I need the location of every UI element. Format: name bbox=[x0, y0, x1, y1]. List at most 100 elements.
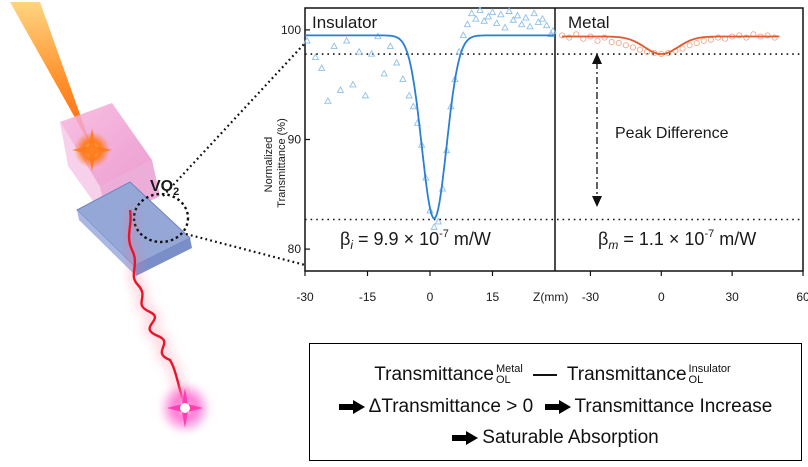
data-point bbox=[714, 34, 722, 41]
data-point bbox=[601, 34, 608, 41]
beta-insulator: βi = 9.9 × 10-7 m/W bbox=[340, 228, 491, 252]
data-point bbox=[380, 69, 388, 77]
data-point bbox=[594, 37, 601, 44]
data-point bbox=[434, 217, 443, 225]
data-point bbox=[615, 40, 622, 47]
x-tick-label: -30 bbox=[582, 290, 600, 304]
y-axis-label-line-1: Normalized bbox=[263, 137, 275, 193]
insulator-subscript: OL bbox=[688, 374, 704, 386]
data-point bbox=[771, 34, 778, 41]
panel-metal: Metal Peak Difference βm = 1.1 × 10-7 m/… bbox=[559, 13, 780, 252]
x-tick-label: 0 bbox=[427, 290, 434, 304]
data-point bbox=[399, 75, 407, 82]
data-point bbox=[693, 40, 700, 47]
formula-box: Transmittance Metal OL Transmittance Insulat… bbox=[309, 343, 802, 461]
data-point bbox=[513, 11, 522, 19]
data-point bbox=[559, 32, 566, 39]
reference-lines bbox=[305, 53, 803, 221]
y-axis-label: Normalized Transmittance (%) bbox=[263, 118, 288, 207]
data-point bbox=[608, 38, 615, 46]
metal-scripts: Metal OL bbox=[496, 364, 523, 386]
x-tick-label: 0 bbox=[658, 290, 665, 304]
panel-insulator: Insulator βi = 9.9 × 10-7 m/W bbox=[303, 6, 557, 252]
data-point bbox=[629, 44, 636, 51]
metal-superscript: Metal bbox=[495, 363, 523, 375]
data-point bbox=[367, 49, 376, 57]
x-tick-label: 30 bbox=[725, 290, 739, 304]
data-point bbox=[330, 42, 338, 50]
data-point bbox=[542, 21, 551, 29]
data-point bbox=[501, 23, 509, 31]
insulator-superscript: Insulator bbox=[688, 363, 731, 375]
insulator-scripts: Insulator OL bbox=[689, 364, 731, 386]
x-axis-label: Z(mm) bbox=[533, 290, 568, 304]
data-point bbox=[707, 36, 714, 43]
data-point bbox=[472, 14, 480, 22]
data-point bbox=[622, 42, 629, 49]
zoom-line-bottom bbox=[185, 232, 306, 267]
x-axis-metal: -30 0 30 60 bbox=[582, 271, 808, 304]
data-point bbox=[566, 34, 573, 41]
data-point bbox=[324, 97, 332, 104]
data-point bbox=[392, 58, 401, 66]
y-axis: 100 90 80 bbox=[281, 23, 310, 256]
data-point bbox=[497, 10, 505, 18]
data-point bbox=[409, 102, 418, 110]
data-point bbox=[463, 20, 472, 28]
data-point bbox=[743, 34, 750, 41]
right-arrow-icon bbox=[338, 399, 365, 414]
metal-markers bbox=[559, 31, 778, 58]
delta-transmittance: ΔTransmittance > 0 bbox=[368, 396, 534, 417]
transmittance-insulator: Transmittance bbox=[566, 364, 687, 386]
data-point bbox=[480, 17, 488, 24]
x-tick-label: 60 bbox=[796, 290, 808, 304]
data-point bbox=[386, 42, 395, 50]
x-tick-label: -30 bbox=[296, 290, 314, 304]
y-axis-label-line-2: Transmittance (%) bbox=[276, 118, 288, 207]
transmittance-increase: Transmittance Increase bbox=[574, 396, 773, 417]
data-point bbox=[405, 91, 413, 99]
minus-sign bbox=[532, 374, 557, 376]
data-point bbox=[430, 223, 438, 230]
data-point bbox=[476, 6, 484, 13]
x-tick-label: 15 bbox=[486, 290, 500, 304]
panel-label-metal: Metal bbox=[568, 13, 610, 32]
data-point bbox=[505, 7, 513, 14]
data-point bbox=[517, 20, 526, 28]
insulator-markers bbox=[303, 6, 557, 230]
y-tick-label: 100 bbox=[281, 23, 301, 37]
transmitted-laser bbox=[127, 209, 186, 405]
data-point bbox=[459, 31, 468, 39]
panel-label-insulator: Insulator bbox=[312, 13, 378, 32]
data-point bbox=[311, 53, 320, 60]
y-tick-label: 80 bbox=[288, 242, 302, 256]
data-point bbox=[467, 9, 476, 17]
data-point bbox=[736, 32, 743, 39]
x-axis-insulator: -30 -15 0 15 bbox=[296, 271, 499, 304]
data-point bbox=[538, 14, 547, 22]
data-point bbox=[303, 36, 311, 44]
data-point bbox=[522, 13, 530, 21]
data-point bbox=[547, 30, 555, 37]
data-point bbox=[549, 26, 557, 34]
data-point bbox=[355, 47, 363, 55]
vo2-subscript: 2 bbox=[173, 186, 179, 198]
data-point bbox=[530, 9, 538, 17]
data-point bbox=[636, 46, 644, 53]
formula-line-2: ΔTransmittance > 0 Transmittance Increas… bbox=[310, 396, 801, 418]
formula-line-1: Transmittance Metal OL Transmittance Insulat… bbox=[310, 364, 801, 386]
data-point bbox=[764, 32, 771, 39]
y-tick-label: 90 bbox=[288, 133, 302, 147]
data-point bbox=[336, 86, 345, 93]
arrowhead-down bbox=[592, 196, 602, 207]
arrowhead-up bbox=[592, 53, 602, 64]
right-arrow-icon bbox=[452, 430, 479, 445]
peak-difference-label: Peak Difference bbox=[615, 125, 729, 142]
vo2-illustration: VO2 bbox=[10, 2, 306, 434]
data-point bbox=[509, 15, 518, 23]
zoom-circle bbox=[132, 192, 190, 244]
vo2-label: VO2 bbox=[150, 178, 179, 198]
data-point bbox=[679, 45, 686, 52]
insulator-fit-curve bbox=[305, 34, 555, 220]
